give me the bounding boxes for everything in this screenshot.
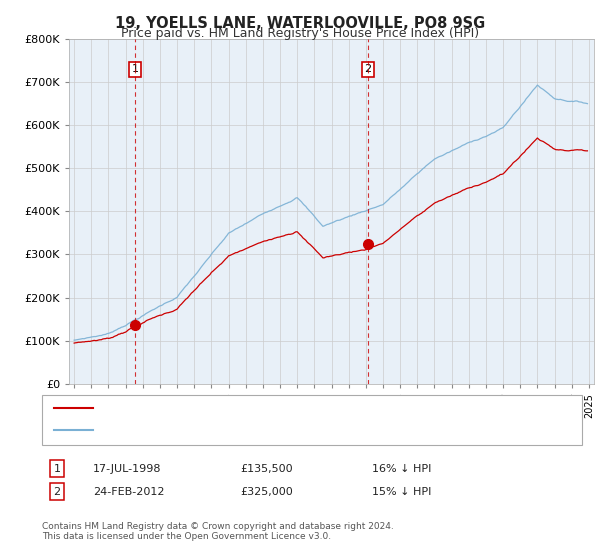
- Text: 17-JUL-1998: 17-JUL-1998: [93, 464, 161, 474]
- Text: 1: 1: [131, 64, 139, 74]
- Text: 16% ↓ HPI: 16% ↓ HPI: [372, 464, 431, 474]
- Text: £135,500: £135,500: [240, 464, 293, 474]
- Text: 19, YOELLS LANE, WATERLOOVILLE, PO8 9SG (detached house): 19, YOELLS LANE, WATERLOOVILLE, PO8 9SG …: [99, 403, 445, 413]
- Text: Price paid vs. HM Land Registry's House Price Index (HPI): Price paid vs. HM Land Registry's House …: [121, 27, 479, 40]
- Text: 15% ↓ HPI: 15% ↓ HPI: [372, 487, 431, 497]
- Text: 24-FEB-2012: 24-FEB-2012: [93, 487, 164, 497]
- Text: HPI: Average price, detached house, East Hampshire: HPI: Average price, detached house, East…: [99, 425, 388, 435]
- Text: 1: 1: [53, 464, 61, 474]
- Text: £325,000: £325,000: [240, 487, 293, 497]
- Text: Contains HM Land Registry data © Crown copyright and database right 2024.
This d: Contains HM Land Registry data © Crown c…: [42, 522, 394, 542]
- Text: 19, YOELLS LANE, WATERLOOVILLE, PO8 9SG: 19, YOELLS LANE, WATERLOOVILLE, PO8 9SG: [115, 16, 485, 31]
- Text: 2: 2: [53, 487, 61, 497]
- Text: 2: 2: [364, 64, 371, 74]
